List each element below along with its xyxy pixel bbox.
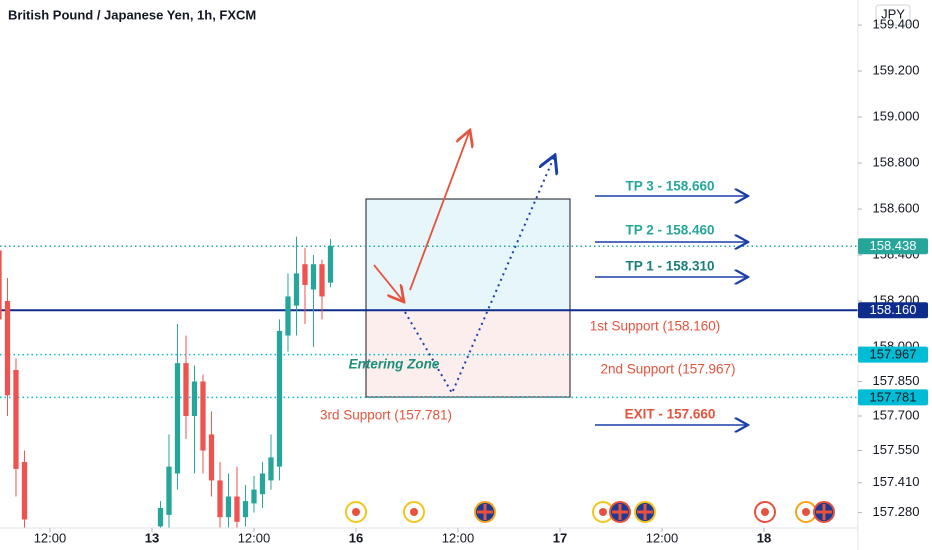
x-tick-label: 18: [757, 530, 771, 545]
x-tick-label: 13: [145, 530, 159, 545]
annotation: 2nd Support (157.967): [600, 362, 735, 377]
candle-body: [251, 489, 257, 504]
dotted-path: [404, 155, 555, 396]
candle-body: [183, 363, 189, 417]
candle-body: [174, 363, 181, 474]
x-tick-label: 12:00: [34, 530, 67, 545]
y-tick-label: 157.700: [873, 407, 920, 422]
price-label-bg: [858, 389, 928, 406]
candle-body: [225, 496, 232, 518]
chart-title: British Pound / Japanese Yen, 1h, FXCM: [8, 7, 256, 22]
events: [345, 501, 835, 523]
y-tick-label: 157.550: [873, 442, 920, 457]
candle-body: [319, 264, 325, 297]
price-label-bg: [858, 238, 928, 255]
price-label: 157.967: [870, 347, 917, 362]
y-tick-label: 159.400: [873, 17, 920, 32]
currency-box: [875, 4, 911, 26]
candle-body: [157, 507, 164, 527]
x-tick-label: 12:00: [646, 530, 679, 545]
candle-body: [310, 264, 317, 290]
y-tick-label: 157.410: [873, 474, 920, 489]
annotation: EXIT - 157.660: [625, 407, 716, 422]
candle-body: [268, 457, 274, 481]
candle-body: [217, 480, 223, 518]
price-label: 158.160: [870, 302, 917, 317]
annotation: TP 2 - 158.460: [625, 223, 714, 238]
x-tick-label: 16: [349, 530, 363, 545]
zone-lower: [366, 310, 570, 397]
candle-body: [293, 273, 300, 306]
x-tick-label: 17: [553, 530, 567, 545]
candle-body: [191, 381, 198, 417]
candle-body: [4, 301, 11, 396]
annotation: Entering Zone: [349, 357, 440, 372]
candle-body: [285, 296, 291, 336]
candle-body: [259, 473, 266, 495]
event-icon: [474, 501, 496, 523]
candle-body: [208, 434, 215, 481]
event-icon: [609, 501, 631, 523]
candle-body: [242, 501, 249, 518]
y-tick-label: 159.000: [873, 108, 920, 123]
price-label-bg: [858, 302, 928, 319]
price-label-bg: [858, 346, 928, 363]
x-tick-label: 12:00: [442, 530, 475, 545]
candle-body: [302, 264, 308, 285]
candle-body: [276, 330, 283, 467]
event-icon: [754, 501, 776, 523]
candle-body: [200, 381, 206, 451]
annotation: TP 1 - 158.310: [625, 259, 714, 274]
y-tick-label: 157.850: [873, 373, 920, 388]
arrow: [409, 130, 470, 291]
price-label: 158.438: [870, 238, 917, 253]
candle-body: [166, 466, 172, 515]
candle-body: [327, 245, 334, 283]
annotation: 3rd Support (157.781): [320, 408, 452, 423]
arrow: [373, 264, 404, 302]
y-tick-label: 159.200: [873, 62, 920, 77]
event-icon: [345, 501, 367, 523]
event-icon: [403, 501, 425, 523]
y-tick-label: 158.800: [873, 154, 920, 169]
annotation: 1st Support (158.160): [590, 319, 721, 334]
annotation: TP 3 - 158.660: [625, 179, 714, 194]
event-icon: [634, 501, 656, 523]
candle-body: [0, 250, 2, 320]
event-icon: [813, 501, 835, 523]
candle-body: [13, 370, 19, 469]
y-tick-label: 158.600: [873, 200, 920, 215]
drawings: [373, 130, 748, 425]
price-label: 157.781: [870, 389, 917, 404]
x-tick-label: 12:00: [238, 530, 271, 545]
y-tick-label: 157.280: [873, 504, 920, 519]
currency: JPY: [881, 6, 905, 21]
candle-body: [234, 496, 240, 522]
candle-body: [21, 462, 28, 520]
